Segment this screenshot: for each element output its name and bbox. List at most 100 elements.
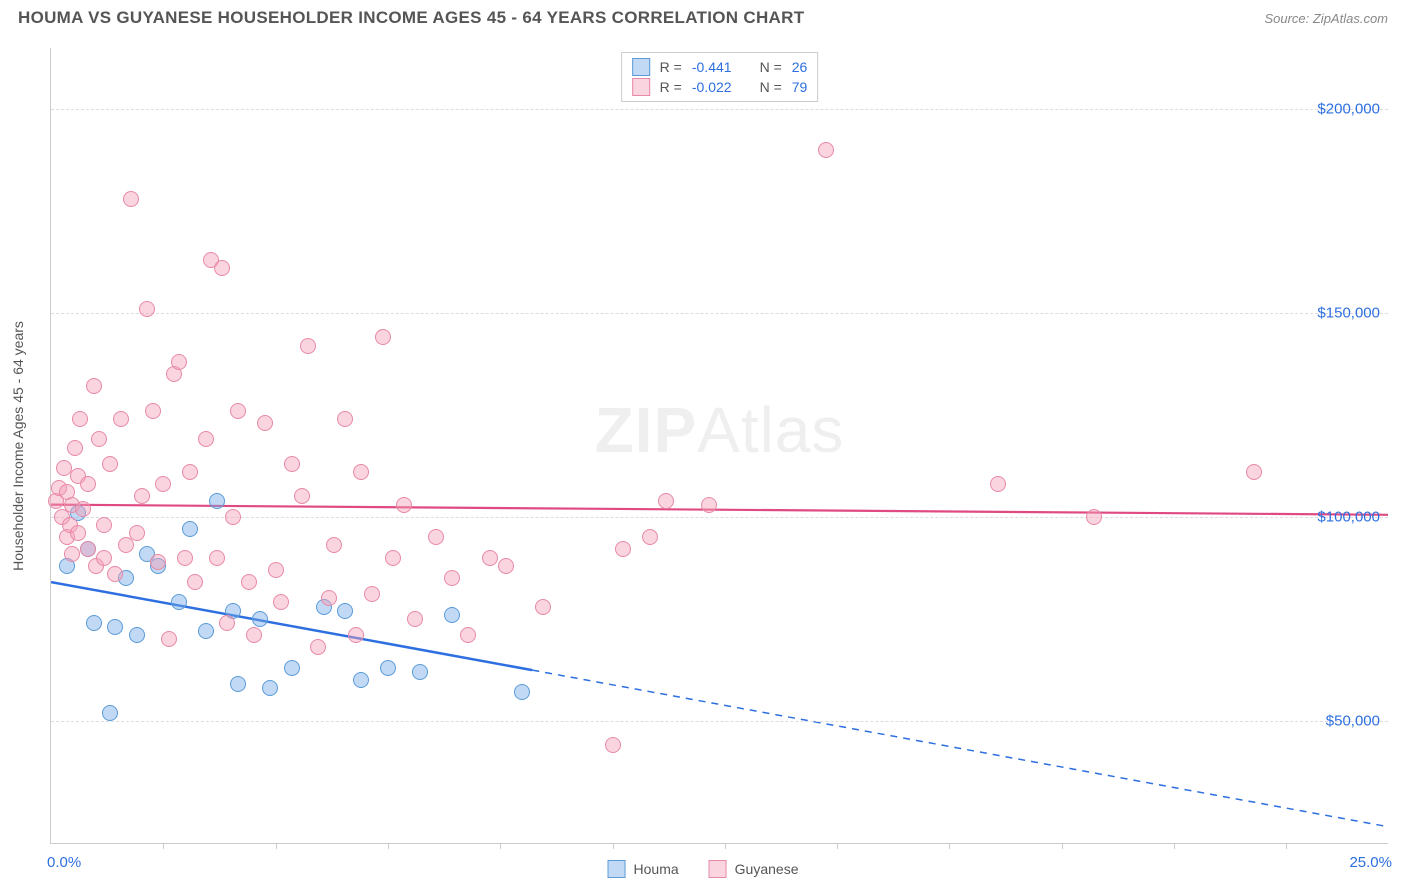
- series-legend: Houma Guyanese: [608, 860, 799, 878]
- legend-r-label: R =: [660, 79, 682, 95]
- legend-series-name: Guyanese: [735, 861, 799, 877]
- legend-n-value: 26: [792, 59, 808, 75]
- data-point: [284, 456, 300, 472]
- y-tick-label: $200,000: [1317, 101, 1380, 118]
- data-point: [80, 541, 96, 557]
- data-point: [353, 464, 369, 480]
- data-point: [171, 354, 187, 370]
- data-point: [407, 611, 423, 627]
- data-point: [482, 550, 498, 566]
- data-point: [294, 488, 310, 504]
- data-point: [300, 338, 316, 354]
- trend-line-dashed: [532, 670, 1388, 827]
- data-point: [80, 476, 96, 492]
- legend-r-label: R =: [660, 59, 682, 75]
- legend-series-name: Houma: [634, 861, 679, 877]
- x-tick: [613, 843, 614, 849]
- data-point: [75, 501, 91, 517]
- data-point: [123, 191, 139, 207]
- data-point: [209, 493, 225, 509]
- gridline: [51, 517, 1388, 518]
- x-tick: [725, 843, 726, 849]
- data-point: [375, 329, 391, 345]
- x-tick: [276, 843, 277, 849]
- y-tick-label: $50,000: [1326, 712, 1380, 729]
- data-point: [273, 594, 289, 610]
- data-point: [107, 619, 123, 635]
- data-point: [155, 476, 171, 492]
- legend-r-value: -0.022: [692, 79, 732, 95]
- data-point: [615, 541, 631, 557]
- data-point: [498, 558, 514, 574]
- data-point: [385, 550, 401, 566]
- legend-n-label: N =: [760, 79, 782, 95]
- data-point: [219, 615, 235, 631]
- data-point: [444, 570, 460, 586]
- data-point: [182, 521, 198, 537]
- data-point: [70, 525, 86, 541]
- x-tick: [500, 843, 501, 849]
- data-point: [96, 517, 112, 533]
- data-point: [214, 260, 230, 276]
- gridline: [51, 313, 1388, 314]
- x-tick: [837, 843, 838, 849]
- data-point: [1086, 509, 1102, 525]
- source-attribution: Source: ZipAtlas.com: [1264, 11, 1388, 26]
- data-point: [72, 411, 88, 427]
- trend-line-solid: [51, 505, 1388, 515]
- data-point: [1246, 464, 1262, 480]
- legend-swatch: [632, 58, 650, 76]
- x-tick: [1062, 843, 1063, 849]
- data-point: [86, 615, 102, 631]
- data-point: [818, 142, 834, 158]
- x-axis-min-label: 0.0%: [47, 854, 81, 871]
- legend-n-value: 79: [792, 79, 808, 95]
- legend-n-label: N =: [760, 59, 782, 75]
- data-point: [139, 301, 155, 317]
- data-point: [96, 550, 112, 566]
- data-point: [396, 497, 412, 513]
- data-point: [257, 415, 273, 431]
- data-point: [113, 411, 129, 427]
- data-point: [444, 607, 460, 623]
- legend-row: R = -0.441 N = 26: [632, 57, 808, 77]
- data-point: [246, 627, 262, 643]
- data-point: [460, 627, 476, 643]
- data-point: [107, 566, 123, 582]
- chart-plot-area: ZIPAtlas R =-0.441N =26R =-0.022N =79 0.…: [50, 48, 1388, 844]
- data-point: [102, 456, 118, 472]
- legend-r-value: -0.441: [692, 59, 732, 75]
- data-point: [348, 627, 364, 643]
- data-point: [150, 554, 166, 570]
- data-point: [230, 403, 246, 419]
- data-point: [241, 574, 257, 590]
- data-point: [321, 590, 337, 606]
- data-point: [252, 611, 268, 627]
- data-point: [658, 493, 674, 509]
- data-point: [701, 497, 717, 513]
- y-axis-title: Householder Income Ages 45 - 64 years: [10, 321, 26, 571]
- data-point: [129, 525, 145, 541]
- legend-swatch: [608, 860, 626, 878]
- data-point: [412, 664, 428, 680]
- data-point: [177, 550, 193, 566]
- data-point: [326, 537, 342, 553]
- gridline: [51, 109, 1388, 110]
- data-point: [262, 680, 278, 696]
- y-tick-label: $150,000: [1317, 305, 1380, 322]
- trend-lines-layer: [51, 48, 1388, 843]
- data-point: [67, 440, 83, 456]
- correlation-legend: R = -0.441 N = 26 R = -0.022 N = 79: [621, 52, 819, 102]
- data-point: [230, 676, 246, 692]
- legend-swatch: [632, 78, 650, 96]
- x-tick: [163, 843, 164, 849]
- data-point: [380, 660, 396, 676]
- legend-item: Guyanese: [709, 860, 799, 878]
- data-point: [64, 546, 80, 562]
- legend-item: Houma: [608, 860, 679, 878]
- data-point: [145, 403, 161, 419]
- data-point: [605, 737, 621, 753]
- legend-row: R = -0.022 N = 79: [632, 77, 808, 97]
- watermark: ZIPAtlas: [595, 393, 845, 467]
- x-tick: [949, 843, 950, 849]
